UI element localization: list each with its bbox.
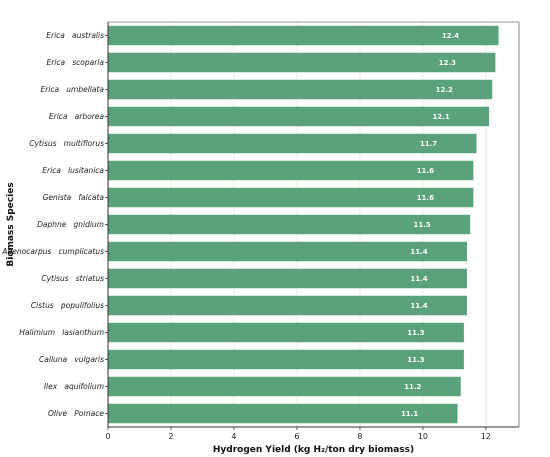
bar-value-label: 11.7 [420, 140, 437, 148]
y-tick-label: Erica umbellata [40, 85, 104, 94]
bar [108, 187, 474, 208]
bar [108, 295, 468, 316]
bar [108, 214, 471, 235]
x-tick-label: 0 [105, 432, 110, 441]
y-tick-label: Erica australis [46, 31, 104, 40]
y-tick-label: Ilex aquifolium [44, 382, 104, 391]
y-axis-title: Biomass Species [6, 182, 16, 266]
bar [108, 133, 477, 154]
bar-value-label: 11.1 [401, 410, 418, 418]
bar [108, 403, 458, 424]
y-tick-label: Cytisus striatus [41, 274, 104, 283]
bar-value-label: 11.6 [417, 194, 434, 202]
y-tick-label: Genista falcata [43, 193, 105, 202]
bar-value-label: 11.3 [407, 356, 424, 364]
bar-value-label: 12.1 [432, 113, 449, 121]
bar [108, 160, 474, 181]
x-tick-label: 2 [168, 432, 173, 441]
bar-value-label: 11.2 [404, 383, 421, 391]
y-tick-label: Erica scoparia [46, 58, 104, 67]
bars: 12.4 12.3 12.2 12.1 11.7 11.6 11.6 11.5 11.4 11.4… [108, 25, 499, 424]
x-tick-label: 6 [294, 432, 299, 441]
bar-value-label: 11.4 [410, 302, 427, 310]
y-tick-label: Cytisus multiflorus [29, 139, 104, 148]
bar [108, 106, 490, 127]
bar [108, 79, 493, 100]
bar [108, 52, 496, 73]
x-tick-label: 4 [231, 432, 236, 441]
bar-value-label: 11.6 [417, 167, 434, 175]
y-tick-label: Erica lusitanica [42, 166, 104, 175]
y-tick-label: Halimium lasianthum [19, 328, 104, 337]
y-tick-label: Cistus populifolius [31, 301, 104, 310]
y-tick-label: Daphne gnidium [37, 220, 104, 229]
bar-value-label: 11.5 [414, 221, 431, 229]
x-axis-title: Hydrogen Yield (kg H₂/ton dry biomass) [213, 445, 414, 455]
y-tick-label: Adenocarpus cumplicatus [1, 247, 104, 256]
bar [108, 322, 464, 343]
x-tick-label: 12 [481, 432, 491, 441]
bar [108, 25, 499, 46]
y-tick-label: Calluna vulgaris [39, 355, 104, 364]
bar [108, 268, 468, 289]
x-tick-label: 10 [418, 432, 428, 441]
bar [108, 376, 461, 397]
bar [108, 349, 464, 370]
axes: Erica australis Erica scoparia Erica umbel… [1, 21, 520, 441]
y-tick-label: Olive Pomace [48, 409, 104, 418]
bar-value-label: 12.2 [436, 86, 453, 94]
bar-value-label: 11.3 [407, 329, 424, 337]
bar-value-label: 11.4 [410, 248, 427, 256]
bar-value-label: 12.4 [442, 32, 459, 40]
bar [108, 241, 468, 262]
bar-value-label: 11.4 [410, 275, 427, 283]
x-tick-label: 8 [357, 432, 362, 441]
bar-value-label: 12.3 [439, 59, 456, 67]
y-tick-label: Erica arborea [49, 112, 105, 121]
